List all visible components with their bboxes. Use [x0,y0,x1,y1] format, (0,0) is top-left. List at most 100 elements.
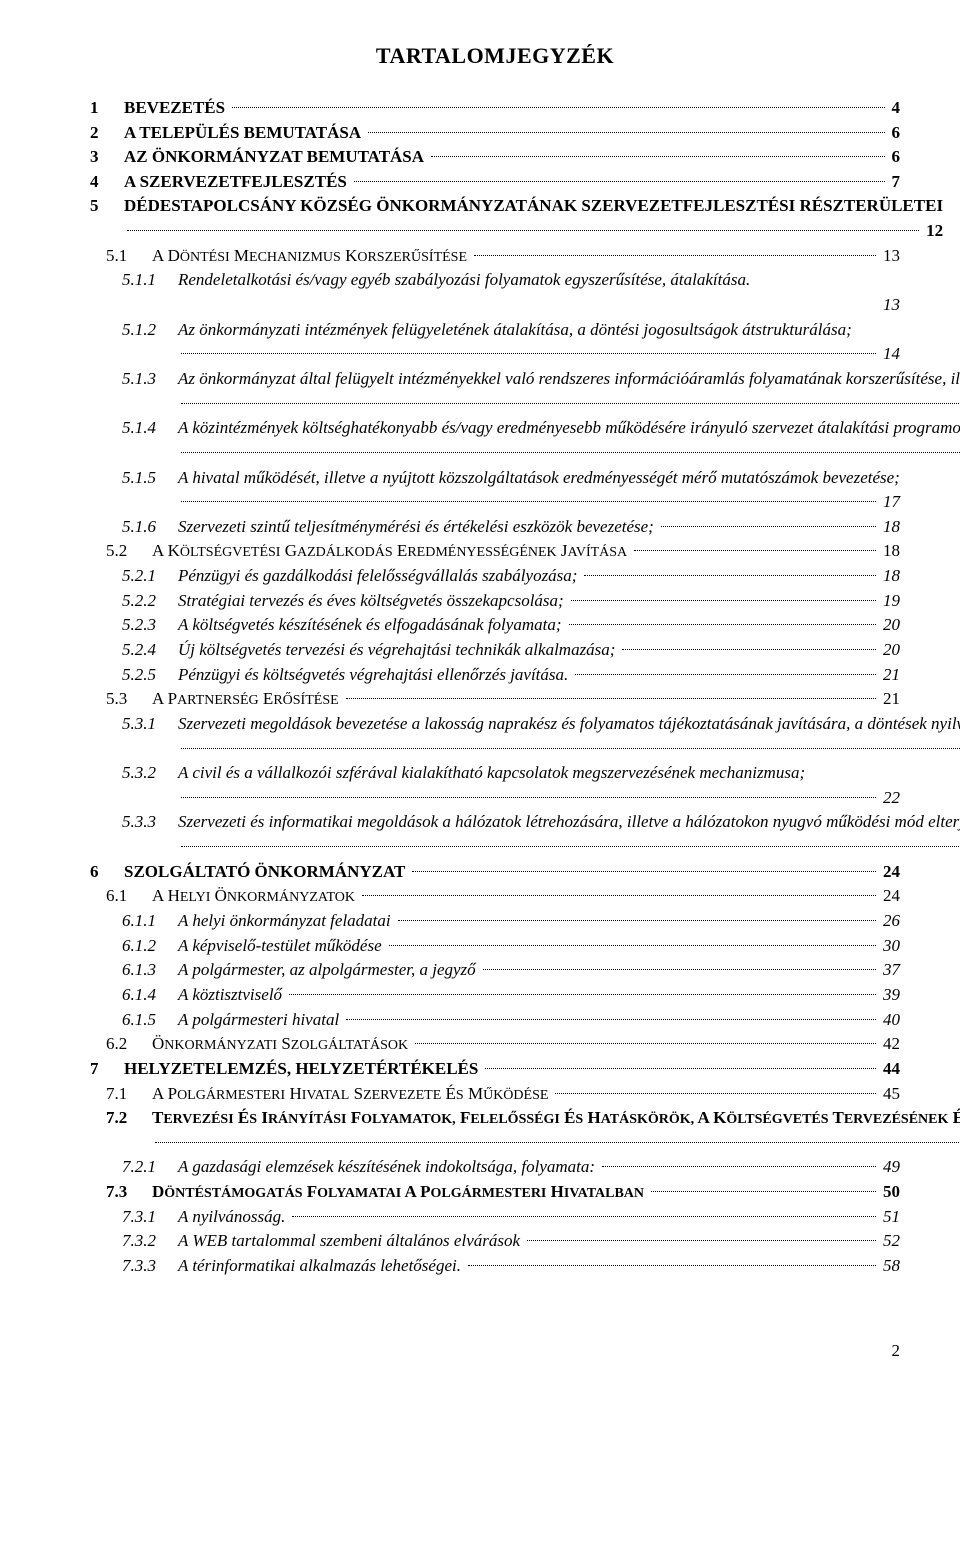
toc-entry-number: 7.2 [106,1106,152,1131]
toc-entry-number: 7.3.2 [122,1229,178,1254]
toc-entry: 6.1A HELYI ÖNKORMÁNYZATOK24 [106,884,900,909]
toc-entry: 7.2.1A gazdasági elemzések készítésének … [122,1155,900,1180]
toc-entry: 5.3.1Szervezeti megoldások bevezetése a … [122,712,900,761]
toc-entry-page: 42 [879,1032,900,1057]
toc-entry-label: A KÖLTSÉGVETÉSI GAZDÁLKODÁS EREDMÉNYESSÉ… [152,539,631,564]
toc-entry-number: 5.1.2 [122,318,178,343]
toc-leader [555,1093,876,1094]
toc-entry-label: A SZERVEZETFEJLESZTÉS [124,170,351,195]
toc-entry-number: 4 [90,170,124,195]
toc-leader [127,230,919,231]
toc-entry-number: 3 [90,145,124,170]
toc-entry: 3AZ ÖNKORMÁNYZAT BEMUTATÁSA6 [90,145,900,170]
toc-entry-label: A köztisztviselő [178,983,286,1008]
table-of-contents: 1BEVEZETÉS42A TELEPÜLÉS BEMUTATÁSA63AZ Ö… [90,96,900,1279]
toc-entry-number: 5.1.1 [122,268,178,293]
toc-leader [389,945,876,946]
toc-entry-page: 45 [879,1082,900,1107]
toc-entry-label: BEVEZETÉS [124,96,229,121]
toc-entry-number: 7.3.1 [122,1205,178,1230]
toc-entry-page: 4 [888,96,901,121]
toc-leader [181,353,876,354]
toc-leader [354,181,885,182]
toc-entry: 5.1.1Rendeletalkotási és/vagy egyéb szab… [122,268,900,317]
toc-entry-label: Stratégiai tervezés és éves költségvetés… [178,589,568,614]
toc-leader [602,1166,876,1167]
toc-entry-page: 39 [879,983,900,1008]
toc-entry-page: 30 [879,934,900,959]
toc-entry-label: A nyilvánosság. [178,1205,289,1230]
toc-entry-number: 5 [90,194,124,219]
toc-entry-number: 7.3 [106,1180,152,1205]
toc-leader [527,1240,876,1241]
toc-leader [368,132,884,133]
toc-entry-label: ÖNKORMÁNYZATI SZOLGÁLTATÁSOK [152,1032,412,1057]
toc-entry: 6.1.5A polgármesteri hivatal40 [122,1008,900,1033]
toc-entry-page: 18 [879,515,900,540]
toc-entry-label: TERVEZÉSI ÉS IRÁNYÍTÁSI FOLYAMATOK, FELE… [152,1108,960,1127]
toc-entry-number: 6.1 [106,884,152,909]
toc-entry: 5.2A KÖLTSÉGVETÉSI GAZDÁLKODÁS EREDMÉNYE… [106,539,900,564]
toc-leader [415,1043,876,1044]
toc-entry-page: 21 [879,663,900,688]
toc-entry-number: 6 [90,860,124,885]
toc-entry: 5.1.4A közintézmények költséghatékonyabb… [122,416,900,465]
toc-entry-page: 24 [879,884,900,909]
toc-entry-label: Új költségvetés tervezési és végrehajtás… [178,638,619,663]
toc-entry-page: 7 [888,170,901,195]
toc-entry: 7HELYZETELEMZÉS, HELYZETÉRTÉKELÉS44 [90,1057,900,1082]
toc-entry: 7.3.3A térinformatikai alkalmazás lehető… [122,1254,900,1279]
toc-leader [651,1191,876,1192]
toc-leader [485,1068,876,1069]
toc-entry-page: 51 [879,1205,900,1230]
toc-leader [346,1019,876,1020]
toc-entry-number: 5.1.4 [122,416,178,441]
toc-entry-number: 6.1.2 [122,934,178,959]
toc-entry-number: 5.2.3 [122,613,178,638]
toc-entry-number: 6.1.5 [122,1008,178,1033]
toc-entry-page: 13 [879,244,900,269]
toc-entry: 5DÉDESTAPOLCSÁNY KÖZSÉG ÖNKORMÁNYZATÁNAK… [90,194,900,243]
toc-entry: 1BEVEZETÉS4 [90,96,900,121]
toc-entry-label: A helyi önkormányzat feladatai [178,909,395,934]
toc-leader [474,255,876,256]
toc-entry: 5.1.5A hivatal működését, illetve a nyúj… [122,466,900,515]
toc-entry: 5.1A DÖNTÉSI MECHANIZMUS KORSZERŰSÍTÉSE1… [106,244,900,269]
toc-entry-page: 17 [879,490,900,515]
toc-entry-number: 5.3 [106,687,152,712]
toc-entry-label: Pénzügyi és gazdálkodási felelősségválla… [178,564,581,589]
toc-entry-label: A gazdasági elemzések készítésének indok… [178,1155,599,1180]
toc-entry-page: 12 [922,219,943,244]
toc-leader [569,624,877,625]
toc-entry-page: 14 [879,342,900,367]
toc-entry-page: 49 [879,1155,900,1180]
toc-entry: 6.1.2A képviselő-testület működése30 [122,934,900,959]
toc-entry: 6.1.3A polgármester, az alpolgármester, … [122,958,900,983]
toc-entry-number: 5.2.1 [122,564,178,589]
page-title: TARTALOMJEGYZÉK [90,40,900,72]
toc-entry-label: A DÖNTÉSI MECHANIZMUS KORSZERŰSÍTÉSE [152,244,471,269]
toc-entry: 7.1A POLGÁRMESTERI HIVATAL SZERVEZETE ÉS… [106,1082,900,1107]
toc-entry-page: 22 [879,786,900,811]
toc-leader [181,846,960,847]
toc-entry-number: 6.2 [106,1032,152,1057]
toc-leader [232,107,884,108]
toc-entry: 6SZOLGÁLTATÓ ÖNKORMÁNYZAT24 [90,860,900,885]
toc-entry-label: A közintézmények költséghatékonyabb és/v… [178,418,960,437]
toc-entry: 6.1.1A helyi önkormányzat feladatai26 [122,909,900,934]
toc-entry: 2A TELEPÜLÉS BEMUTATÁSA6 [90,121,900,146]
toc-entry: 5.1.3Az önkormányzat által felügyelt int… [122,367,900,416]
toc-entry-page: 26 [879,909,900,934]
toc-entry-page: 37 [879,958,900,983]
toc-entry-page: 21 [879,687,900,712]
toc-entry-page: 18 [879,539,900,564]
toc-entry-page: 50 [879,1180,900,1205]
toc-entry-number: 5.3.3 [122,810,178,835]
toc-entry-page: 44 [879,1057,900,1082]
toc-entry-label: SZOLGÁLTATÓ ÖNKORMÁNYZAT [124,860,409,885]
toc-entry-number: 5.1.6 [122,515,178,540]
toc-entry-number: 5.2.4 [122,638,178,663]
toc-entry-number: 5.3.1 [122,712,178,737]
toc-leader [431,156,884,157]
toc-entry-label: A TELEPÜLÉS BEMUTATÁSA [124,121,365,146]
